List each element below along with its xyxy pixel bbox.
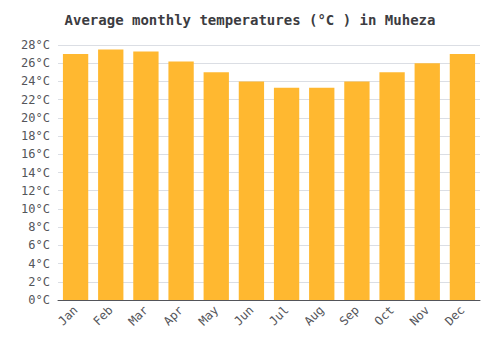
svg-text:May: May bbox=[196, 303, 221, 328]
svg-text:2°C: 2°C bbox=[28, 275, 50, 289]
svg-text:10°C: 10°C bbox=[21, 202, 50, 216]
svg-text:Dec: Dec bbox=[442, 303, 467, 328]
svg-text:12°C: 12°C bbox=[21, 184, 50, 198]
svg-text:16°C: 16°C bbox=[21, 147, 50, 161]
svg-text:Nov: Nov bbox=[407, 303, 432, 328]
svg-text:Jun: Jun bbox=[231, 303, 256, 328]
svg-text:24°C: 24°C bbox=[21, 74, 50, 88]
svg-text:Jul: Jul bbox=[266, 303, 291, 328]
svg-text:Average monthly temperatures (: Average monthly temperatures (°C ) in Mu… bbox=[65, 12, 436, 28]
svg-text:0°C: 0°C bbox=[28, 293, 50, 307]
svg-text:Feb: Feb bbox=[90, 303, 115, 328]
svg-text:Jan: Jan bbox=[55, 303, 80, 328]
svg-text:18°C: 18°C bbox=[21, 129, 50, 143]
svg-text:28°C: 28°C bbox=[21, 38, 50, 52]
svg-text:20°C: 20°C bbox=[21, 111, 50, 125]
svg-text:Sep: Sep bbox=[337, 303, 362, 328]
svg-text:14°C: 14°C bbox=[21, 166, 50, 180]
svg-text:Mar: Mar bbox=[126, 303, 151, 328]
svg-text:Aug: Aug bbox=[301, 303, 326, 328]
svg-text:26°C: 26°C bbox=[21, 56, 50, 70]
svg-text:4°C: 4°C bbox=[28, 257, 50, 271]
svg-text:22°C: 22°C bbox=[21, 93, 50, 107]
svg-text:Oct: Oct bbox=[372, 303, 397, 328]
svg-text:Apr: Apr bbox=[161, 303, 186, 328]
svg-text:8°C: 8°C bbox=[28, 220, 50, 234]
svg-text:6°C: 6°C bbox=[28, 238, 50, 252]
